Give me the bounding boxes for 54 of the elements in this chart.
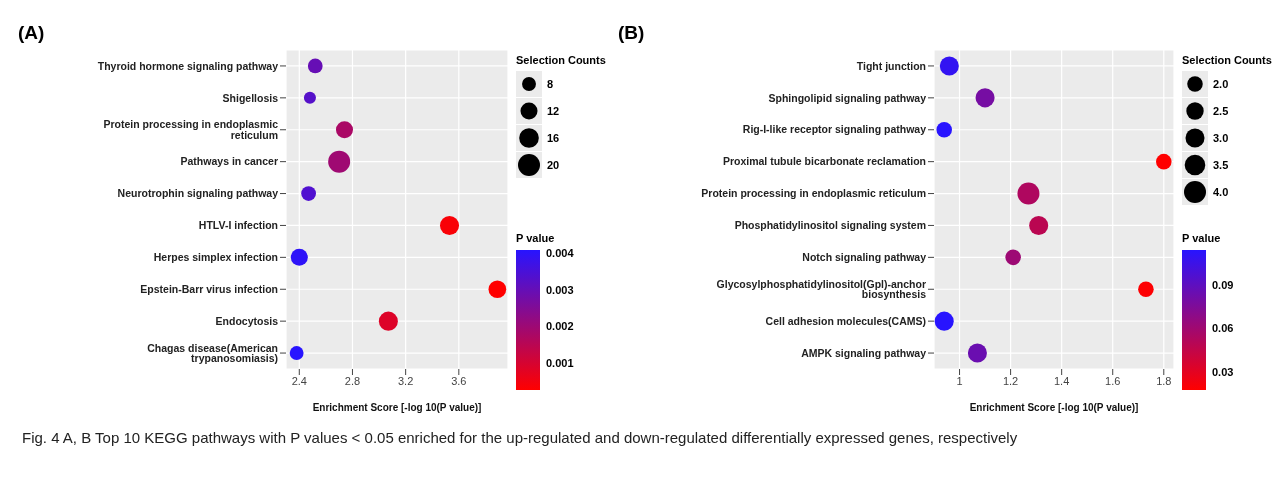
text: (A) [18, 22, 45, 44]
y-tick-label: Protein processing in endoplasmic reticulum [701, 187, 926, 200]
legend-label: 4.0 [1213, 185, 1229, 198]
y-tick-label: Cell adhesion molecules(CAMS) [765, 314, 926, 327]
x-tick-label: 1.2 [1002, 374, 1019, 387]
x-tick-label: 1.6 [1105, 374, 1121, 387]
legend-label: 2.5 [1213, 104, 1229, 117]
legend-label: 8 [547, 77, 554, 90]
y-tick-label: Proximal tubule bicarbonate reclamation [722, 155, 926, 168]
x-tick-label: 1.4 [1054, 374, 1070, 387]
y-tick-label: Glycosylphosphatidylinositol(Gpl)-anchor biosynthesis [716, 277, 927, 301]
color-bar-title: P value [516, 232, 555, 244]
x-tick-label: 2.4 [291, 374, 307, 387]
x-axis-title: Enrichment Score [-log 10(P value)] [969, 402, 1139, 413]
x-tick-label: 3.2 [397, 374, 414, 387]
y-tick-label: Chagas disease(American trypanosomiasis) [147, 341, 278, 365]
y-tick-label: Pathways in cancer [180, 155, 278, 168]
y-tick-label: Herpes simplex infection [153, 251, 278, 264]
y-tick-label: Protein processing in endoplasmic reticulum [103, 118, 279, 141]
color-bar-label: 0.004 [546, 246, 574, 259]
legend-label: 2.0 [1213, 77, 1229, 90]
y-tick-label: Phosphatidylinositol signaling system [734, 219, 926, 232]
x-axis-title: Enrichment Score [-log 10(P value)] [312, 402, 482, 413]
color-bar-title: P value [1182, 232, 1221, 244]
x-tick-label: 3.6 [451, 374, 467, 387]
caption: Fig. 4 A, B Top 10 KEGG pathways with P values < 0.05 enriched for the up-regulated and down-regulated differentially expressed genes, respectively [22, 428, 1019, 448]
y-tick-label: Neurotrophin signaling pathway [117, 187, 279, 200]
y-tick-label: HTLV-I infection [198, 219, 278, 232]
legend-label: 20 [547, 158, 560, 171]
x-tick-label: 1.8 [1156, 374, 1172, 387]
y-tick-label: Notch signaling pathway [802, 251, 927, 264]
y-tick-label: Sphingolipid signaling pathway [768, 91, 927, 104]
color-bar-label: 0.001 [546, 357, 574, 370]
x-tick-label: 2.8 [344, 374, 361, 387]
legend-label: 12 [547, 104, 560, 117]
legend-title: Selection Counts [1182, 54, 1272, 66]
y-tick-label: Endocytosis [215, 314, 279, 327]
color-bar-label: 0.002 [546, 320, 574, 333]
y-tick-label: AMPK signaling pathway [801, 346, 927, 359]
color-bar-label: 0.03 [1212, 365, 1234, 378]
y-tick-label: Epstein-Barr virus infection [140, 282, 278, 295]
legend-label: 3.0 [1213, 131, 1229, 144]
color-bar-label: 0.06 [1212, 322, 1234, 335]
y-tick-label: Thyroid hormone signaling pathway [97, 59, 279, 72]
color-bar-label: 0.003 [546, 283, 574, 296]
legend-label: 3.5 [1213, 158, 1229, 171]
y-tick-label: Shigellosis [222, 91, 279, 104]
x-tick-label: 1 [956, 374, 963, 387]
y-tick-label: Rig-I-like receptor signaling pathway [742, 123, 927, 136]
legend-title: Selection Counts [516, 54, 606, 66]
color-bar-label: 0.09 [1212, 279, 1234, 292]
legend-label: 16 [547, 131, 560, 144]
y-tick-label: Tight junction [856, 59, 926, 72]
text: (B) [618, 22, 645, 44]
